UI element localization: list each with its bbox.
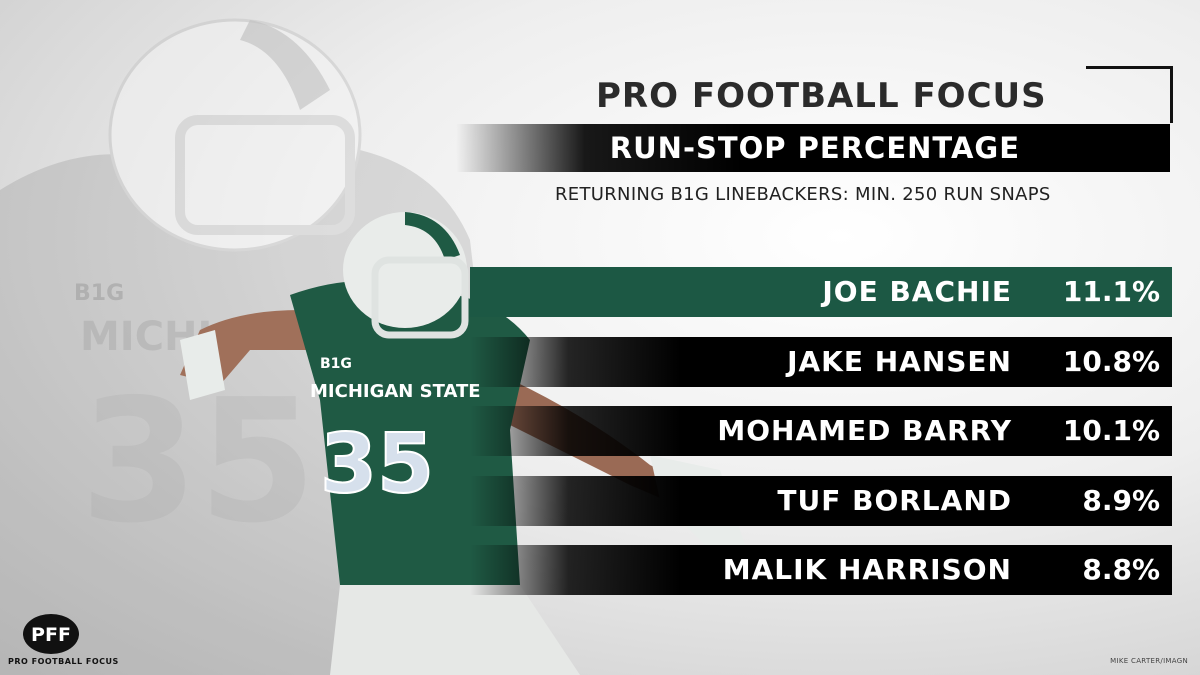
bar-label: MOHAMED BARRY — [717, 414, 1012, 447]
svg-text:B1G: B1G — [74, 281, 124, 306]
pff-logo: PFF — [23, 614, 79, 654]
bar-value-label: 10.8% — [1062, 344, 1160, 378]
bar-value-label: 11.1% — [1062, 275, 1160, 308]
chart-subtitle: RETURNING B1G LINEBACKERS: MIN. 250 RUN … — [555, 184, 1051, 205]
bar-value-label: 8.8% — [1082, 553, 1160, 586]
title-bar: RUN-STOP PERCENTAGE — [456, 124, 1170, 172]
brand-title: PRO FOOTBALL FOCUS — [596, 76, 1047, 116]
photo-credit: MIKE CARTER/IMAGN — [1110, 657, 1188, 665]
bar-3: TUF BORLAND 8.9% — [470, 475, 1172, 526]
bar-label: JOE BACHIE — [822, 275, 1012, 308]
bar-1: JAKE HANSEN 10.8% — [470, 336, 1172, 387]
bar-0: JOE BACHIE 11.1% — [470, 267, 1172, 317]
jersey-number: 35 — [320, 417, 434, 512]
jersey-patch: B1G — [320, 356, 352, 372]
bar-value-label: 8.9% — [1082, 483, 1160, 517]
bar-label: MALIK HARRISON — [722, 553, 1012, 586]
pff-logo-caption: PRO FOOTBALL FOCUS — [8, 657, 119, 666]
jersey-text: MICHIGAN STATE — [310, 381, 481, 402]
bar-label: TUF BORLAND — [777, 483, 1012, 517]
bar-4: MALIK HARRISON 8.8% — [470, 545, 1172, 595]
bar-2: MOHAMED BARRY 10.1% — [470, 406, 1172, 456]
chart-title: RUN-STOP PERCENTAGE — [609, 131, 1020, 165]
pff-logo-mark: PFF — [31, 624, 71, 646]
corner-bracket — [1086, 66, 1173, 123]
bar-label: JAKE HANSEN — [787, 344, 1012, 378]
bar-value-label: 10.1% — [1062, 414, 1160, 447]
